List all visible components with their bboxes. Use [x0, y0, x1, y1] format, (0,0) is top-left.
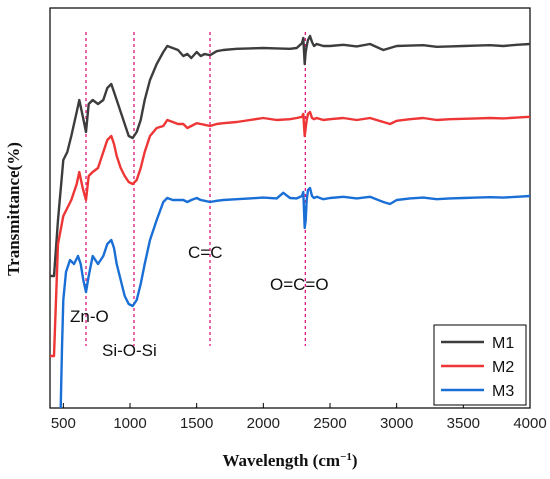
series-line-m2	[50, 110, 531, 358]
annotation-o-c-o: O=C=O	[270, 275, 329, 294]
x-tick-label: 1000	[113, 415, 146, 432]
x-axis-ticks: 500 1000 1500 2000 2500 3000 3500 4000	[51, 403, 547, 432]
x-tick-label: 4000	[513, 415, 546, 432]
series-line-m1	[50, 34, 531, 278]
x-tick-label: 3000	[380, 415, 413, 432]
annotations: Zn-O Si-O-Si C=C O=C=O	[70, 243, 329, 360]
annotation-si-o-si: Si-O-Si	[102, 341, 157, 360]
plot-frame	[49, 7, 531, 409]
annotation-zn-o: Zn-O	[70, 307, 109, 326]
legend-label-m1: M1	[492, 335, 514, 352]
x-axis-label: Wavelength (cm−1)	[222, 451, 357, 470]
legend-label-m3: M3	[492, 383, 514, 400]
series-layer	[50, 34, 531, 409]
x-tick-label: 2500	[313, 415, 346, 432]
reference-lines	[85, 32, 306, 346]
legend-label-m2: M2	[492, 359, 514, 376]
series-line-m3	[59, 186, 531, 409]
x-tick-label: 1500	[180, 415, 213, 432]
annotation-c-c: C=C	[188, 243, 222, 262]
legend: M1 M2 M3	[433, 324, 527, 406]
x-tick-label: 2000	[247, 415, 280, 432]
x-tick-label: 3500	[447, 415, 480, 432]
x-tick-label: 500	[51, 415, 76, 432]
y-axis-label: Transmittance(%)	[4, 142, 23, 276]
